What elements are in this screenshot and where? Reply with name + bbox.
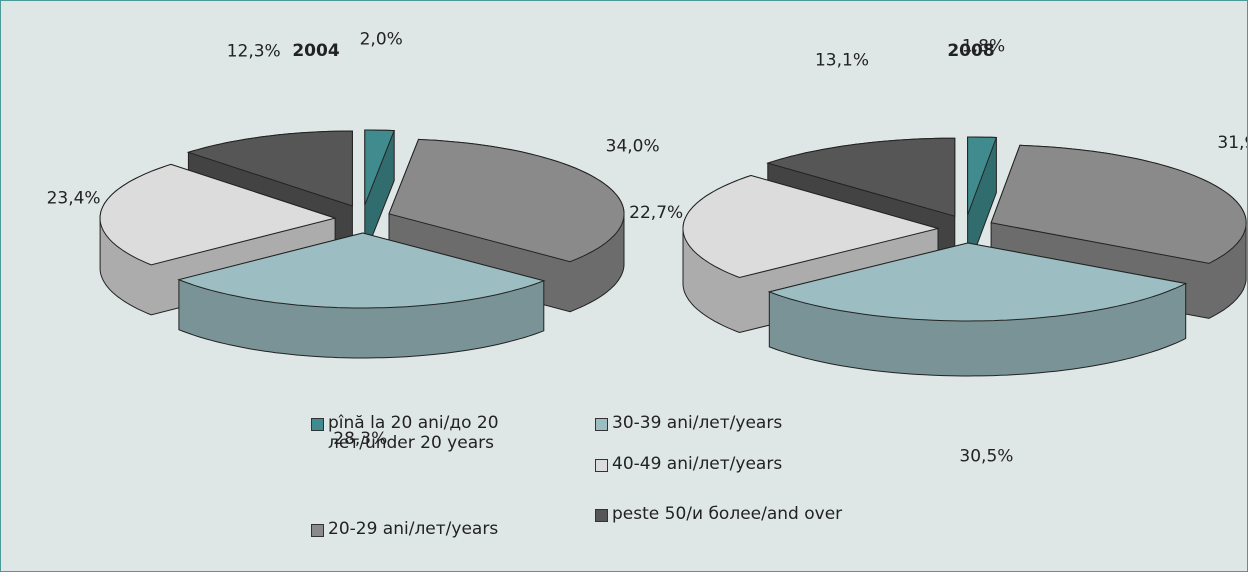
legend-label: 30-39 ani/лет/years (612, 413, 783, 433)
slice (767, 242, 1188, 322)
legend-label: pînă la 20 ani/до 20 лет/under 20 years (328, 413, 499, 453)
data-label: 12,3% (227, 42, 281, 62)
data-label: 13,1% (815, 50, 869, 70)
legend-label: peste 50/и более/and over (612, 504, 843, 524)
data-label: 30,5% (959, 447, 1013, 467)
legend-item: 20-29 ani/лет/years (311, 519, 571, 539)
legend-swatch (311, 418, 324, 431)
slice (99, 163, 337, 266)
data-label: 23,4% (47, 188, 101, 208)
legend-swatch (595, 418, 608, 431)
legend-item: pînă la 20 ani/до 20 лет/under 20 years (311, 413, 511, 453)
data-label: 22,7% (629, 203, 683, 223)
slice (177, 232, 546, 309)
legend-item: peste 50/и более/and over (595, 504, 915, 524)
legend-label: 20-29 ani/лет/years (328, 519, 499, 539)
slice (388, 138, 625, 263)
slice (364, 129, 395, 206)
data-label: 28,3% (333, 429, 387, 449)
chart-title: 2008 (947, 41, 994, 61)
legend-swatch (595, 459, 608, 472)
data-label: 31,9% (1217, 133, 1247, 153)
legend-item: 30-39 ani/лет/years (595, 413, 895, 433)
chart-title: 2004 (292, 41, 339, 61)
slice (967, 136, 998, 216)
data-label: 1,8% (962, 36, 1005, 56)
slice (682, 174, 940, 279)
slice (990, 144, 1247, 264)
legend-swatch (311, 524, 324, 537)
legend-swatch (595, 509, 608, 522)
slice (766, 137, 956, 217)
data-label: 2,0% (360, 29, 403, 49)
legend-label: 40-49 ani/лет/years (612, 454, 783, 474)
slice (186, 130, 353, 207)
legend-item: 40-49 ani/лет/years (595, 454, 895, 474)
data-label: 34,0% (606, 136, 660, 156)
